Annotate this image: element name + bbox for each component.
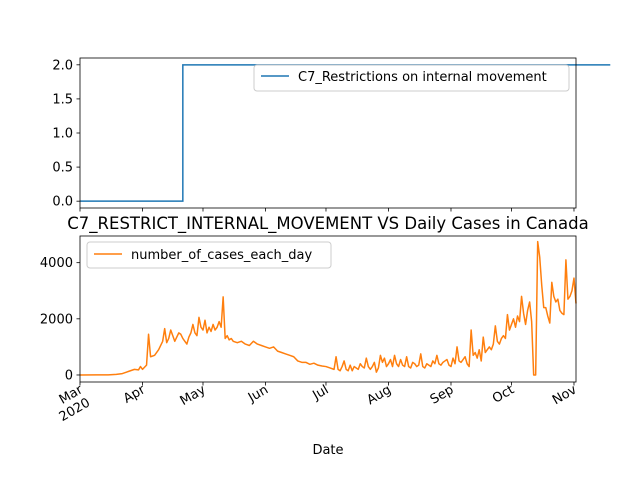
- bottom-y-tick-label: 2000: [40, 312, 73, 327]
- x-tick-label-jul: Jul: [309, 382, 331, 403]
- x-tick-label-mar: Mar2020: [49, 382, 93, 425]
- top-legend: C7_Restrictions on internal movement: [253, 64, 570, 92]
- x-axis-label: Date: [312, 443, 343, 458]
- x-tick-label-aug: Aug: [364, 382, 393, 408]
- chart-title: C7_RESTRICT_INTERNAL_MOVEMENT VS Daily C…: [67, 214, 588, 234]
- top-legend-box: [253, 64, 570, 92]
- bottom-y-tick-label: 0: [65, 368, 73, 383]
- x-tick-label-oct: Oct: [490, 382, 517, 406]
- bottom-legend-label: number_of_cases_each_day: [131, 248, 312, 263]
- top-y-tick-label: 2.0: [52, 58, 73, 73]
- x-tick-label-apr: Apr: [121, 382, 149, 407]
- bottom-y-tick-label: 4000: [40, 256, 73, 271]
- series-line-daily-cases: [79, 240, 577, 376]
- bottom-series-lines: [79, 240, 577, 376]
- x-tick-label-sep: Sep: [428, 382, 457, 407]
- bottom-legend: number_of_cases_each_day: [86, 241, 332, 269]
- top-x-ticks: [79, 208, 575, 212]
- top-y-tick-label: 0.0: [52, 195, 73, 210]
- x-tick-label-jun: Jun: [245, 382, 271, 406]
- bottom-axes-frame: [79, 235, 577, 383]
- top-axes: 0.0 0.5 1.0 1.5 2.0 C7_Restrictions on inter…: [52, 57, 611, 212]
- top-y-tick-label: 1.5: [52, 92, 73, 107]
- top-legend-label: C7_Restrictions on internal movement: [298, 70, 547, 85]
- bottom-x-ticks: Mar2020 Apr May Jun Jul Aug Sep Oct Nov: [49, 382, 580, 425]
- x-tick-label-may: May: [178, 382, 209, 409]
- top-axes-frame: [79, 57, 577, 209]
- bottom-legend-box: [86, 241, 332, 269]
- bottom-axes: C7_RESTRICT_INTERNAL_MOVEMENT VS Daily C…: [40, 214, 589, 458]
- top-y-tick-label: 1.0: [52, 127, 73, 142]
- top-y-ticks: 0.0 0.5 1.0 1.5 2.0: [52, 58, 80, 210]
- bottom-y-ticks: 0 2000 4000: [40, 256, 80, 383]
- top-y-tick-label: 0.5: [52, 161, 73, 176]
- x-tick-label-nov: Nov: [550, 382, 580, 408]
